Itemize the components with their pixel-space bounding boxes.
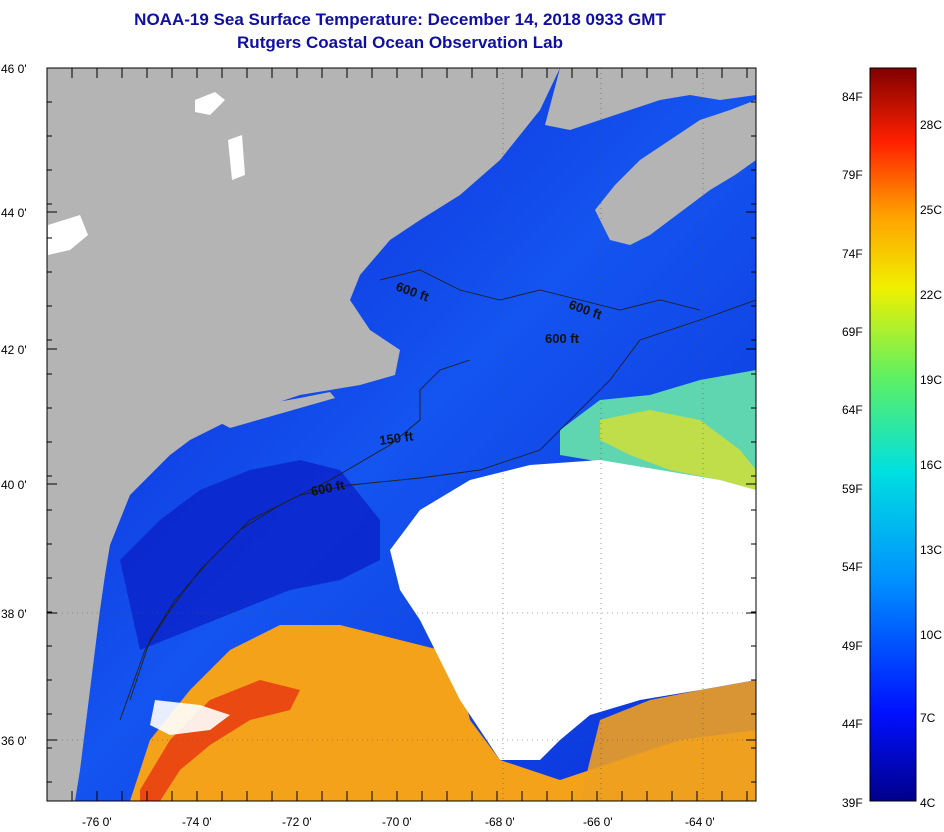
colorbar-celsius-label: 28C	[920, 118, 943, 132]
colorbar-celsius-label: 13C	[920, 543, 943, 557]
colorbar-fahrenheit-label: 69F	[842, 325, 863, 339]
map-frame	[46, 67, 757, 802]
lake-3	[48, 215, 88, 255]
latitude-label: 36 0'	[1, 734, 27, 748]
colorbar-fahrenheit-label: 84F	[842, 90, 863, 104]
colorbar-fahrenheit-label: 74F	[842, 247, 863, 261]
latitude-label: 40 0'	[1, 478, 27, 492]
colorbar-celsius-label: 25C	[920, 203, 943, 217]
colorbar-fahrenheit-label: 54F	[842, 560, 863, 574]
map-plot-area	[47, 68, 756, 801]
latitude-label: 44 0'	[1, 206, 27, 220]
cold-shelf-water	[120, 460, 380, 650]
cloud-patch-west	[150, 700, 230, 735]
land-nova-scotia	[595, 100, 756, 245]
latitude-axis: 46 0' 44 0' 42 0' 40 0' 38 0' 36 0'	[1, 62, 756, 783]
longitude-label: -68 0'	[485, 815, 515, 829]
colorbar-fahrenheit-label: 79F	[842, 168, 863, 182]
colorbar	[869, 67, 917, 802]
map-subtitle: Rutgers Coastal Ocean Observation Lab	[237, 33, 563, 52]
depth-contours	[119, 269, 756, 721]
longitude-label: -70 0'	[382, 815, 412, 829]
colorbar-fahrenheit-label: 59F	[842, 482, 863, 496]
colorbar-fahrenheit-label: 39F	[842, 796, 863, 810]
warm-southeast	[580, 680, 756, 801]
longitude-label: -76 0'	[82, 815, 112, 829]
warm-slope-yellow	[600, 410, 756, 490]
contour-label: 600 ft	[545, 331, 580, 346]
colorbar-celsius-label: 19C	[920, 373, 943, 387]
map-title: NOAA-19 Sea Surface Temperature: Decembe…	[134, 10, 666, 29]
longitude-axis: -76 0' -74 0' -72 0' -70 0' -68 0' -66 0' -64 …	[46, 68, 748, 829]
colorbar-celsius-label: 22C	[920, 288, 943, 302]
longitude-label: -74 0'	[182, 815, 212, 829]
gulf-stream-core	[140, 680, 300, 801]
land-mainland	[47, 68, 560, 801]
latitude-label: 46 0'	[1, 62, 27, 76]
colorbar-celsius-label: 4C	[920, 796, 936, 810]
colorbar-fahrenheit-label: 49F	[842, 639, 863, 653]
latitude-label: 38 0'	[1, 607, 27, 621]
colorbar-celsius-label: 16C	[920, 458, 943, 472]
contour-label: 600 ft	[310, 477, 347, 499]
colorbar-celsius-label: 10C	[920, 628, 943, 642]
contour-label: 150 ft	[378, 428, 414, 448]
lake-1	[195, 92, 225, 115]
colorbar-fahrenheit-label: 44F	[842, 717, 863, 731]
latitude-label: 42 0'	[1, 343, 27, 357]
lake-2	[228, 135, 245, 180]
gulf-stream-south	[130, 625, 756, 801]
longitude-label: -66 0'	[583, 815, 613, 829]
colorbar-fahrenheit-label: 64F	[842, 403, 863, 417]
longitude-label: -64 0'	[685, 815, 715, 829]
cloud-cover	[390, 460, 756, 760]
longitude-label: -72 0'	[282, 815, 312, 829]
land-long-island	[215, 392, 335, 428]
colorbar-celsius-label: 7C	[920, 711, 936, 725]
graticule	[47, 68, 756, 801]
